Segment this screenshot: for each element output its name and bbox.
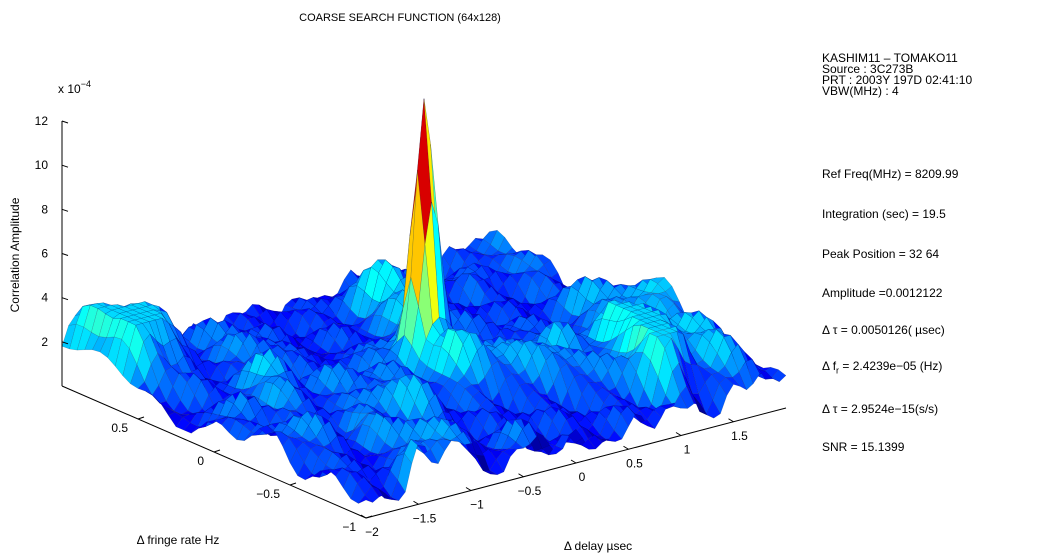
z-tick-label: 4 <box>41 291 48 305</box>
baseline-text: KASHIM11 – TOMAKO11 <box>822 51 958 65</box>
x-tick <box>675 432 682 436</box>
axes: 2 4 6 8 10 12 −1 −0.5 0 0.5 −2 −1.5 −1 −0.5 0 0.5 1 1.5 <box>35 114 787 539</box>
y-tick-label: −0.5 <box>256 487 280 501</box>
x-tick-label: −1 <box>470 498 484 512</box>
vbw-text: VBW(MHz) : 4 <box>822 84 899 98</box>
z-tick <box>61 341 69 345</box>
correlation-surface <box>61 98 787 504</box>
ref-freq-text: Ref Freq(MHz) = 8209.99 <box>822 167 959 181</box>
x-tick-label: 0 <box>579 470 586 484</box>
x-tick <box>360 514 367 519</box>
prt-text: PRT : 2003Y 197D 02:41:10 <box>822 73 973 87</box>
z-tick-label: 10 <box>35 158 49 172</box>
y-tick <box>213 449 221 453</box>
y-tick-label: 0 <box>197 454 204 468</box>
z-tick <box>61 253 69 256</box>
x-tick-label: −0.5 <box>518 484 542 498</box>
y-tick-label: −1 <box>342 520 356 534</box>
z-exponent-label: x 10−4 <box>58 79 91 96</box>
z-tick <box>61 297 69 301</box>
delta-fr-text: Δ fr = 2.4239e−05 (Hz) <box>822 359 943 376</box>
amplitude-text: Amplitude =0.0012122 <box>822 286 943 300</box>
surface-patch <box>771 369 787 382</box>
z-tick <box>61 208 69 212</box>
x-tick-label: −2 <box>365 525 379 539</box>
y-tick <box>289 482 297 486</box>
delta-tau-text: Δ τ = 0.0050126( µsec) <box>822 323 945 337</box>
z-tick-label: 2 <box>41 335 48 349</box>
y-tick <box>365 515 373 519</box>
y-tick-label: 0.5 <box>111 421 128 435</box>
integration-text: Integration (sec) = 19.5 <box>822 207 946 221</box>
snr-text: SNR = 15.1399 <box>822 440 905 454</box>
x-tick <box>413 500 419 505</box>
chart-title: COARSE SEARCH FUNCTION (64x128) <box>299 12 501 24</box>
x-tick <box>570 459 577 464</box>
x-tick <box>623 445 629 450</box>
x-tick-label: 1 <box>684 443 691 457</box>
x-axis-label: Δ delay µsec <box>564 539 632 553</box>
z-tick <box>61 120 69 124</box>
x-tick-label: −1.5 <box>413 511 437 525</box>
y-axis-label: Δ fringe rate Hz <box>137 533 220 547</box>
x-tick-label: 1.5 <box>731 429 748 443</box>
z-tick <box>61 164 69 168</box>
x-tick <box>465 487 472 491</box>
y-tick <box>137 416 145 420</box>
z-tick-label: 6 <box>41 247 48 261</box>
delta-tau-rate-text: Δ τ = 2.9524e−15(s/s) <box>822 402 939 416</box>
observation-header: KASHIM11 – TOMAKO11 Source : 3C273B PRT … <box>822 51 973 98</box>
z-axis-label: Correlation Amplitude <box>8 197 22 312</box>
x-tick <box>518 473 524 478</box>
source-text: Source : 3C273B <box>822 62 914 76</box>
z-tick-label: 8 <box>41 202 48 216</box>
x-tick <box>728 418 734 423</box>
z-tick-label: 12 <box>35 114 49 128</box>
peak-position-text: Peak Position = 32 64 <box>822 247 940 261</box>
x-tick-label: 0.5 <box>626 456 643 470</box>
